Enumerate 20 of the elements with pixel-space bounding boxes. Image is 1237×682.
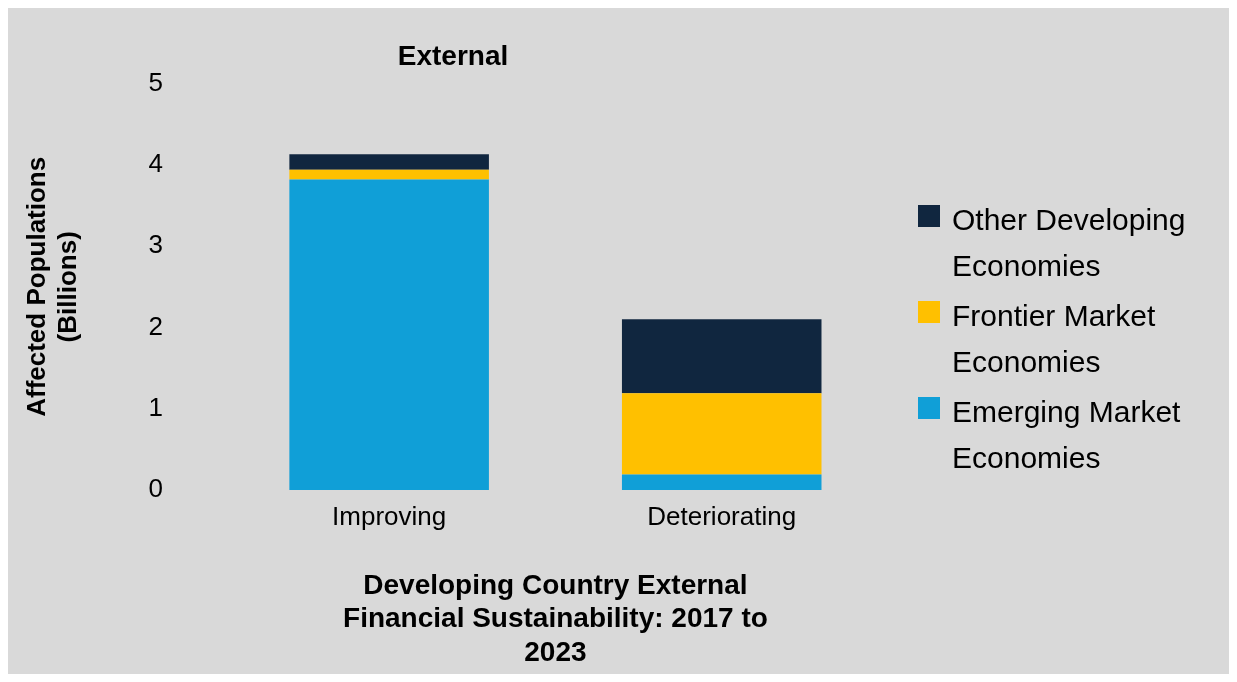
y-tick-label: 5: [148, 66, 163, 97]
x-tick-label: Improving: [332, 500, 447, 531]
y-axis-title: Affected Populations (Billions): [20, 156, 82, 417]
legend-label: Frontier Market Economies: [952, 298, 1157, 380]
bar: [621, 319, 822, 394]
x-axis-title: Developing Country External Financial Sustainability: 2017 to 2023: [343, 568, 768, 667]
chart-title: External: [397, 39, 509, 71]
y-tick-label: 4: [148, 148, 163, 179]
x-tick-label: Deteriorating: [647, 500, 797, 531]
y-tick-label: 3: [148, 229, 163, 260]
bar: [289, 179, 489, 490]
bar: [621, 393, 822, 475]
y-tick-label: 2: [148, 310, 163, 341]
bar: [289, 169, 489, 180]
y-tick-label: 0: [148, 473, 163, 504]
legend-label: Other Developing Economies: [952, 202, 1187, 284]
legend-label: Emerging Market Economies: [952, 394, 1182, 476]
y-tick-label: 1: [148, 391, 163, 422]
bar: [621, 474, 822, 490]
bar: [289, 154, 489, 170]
